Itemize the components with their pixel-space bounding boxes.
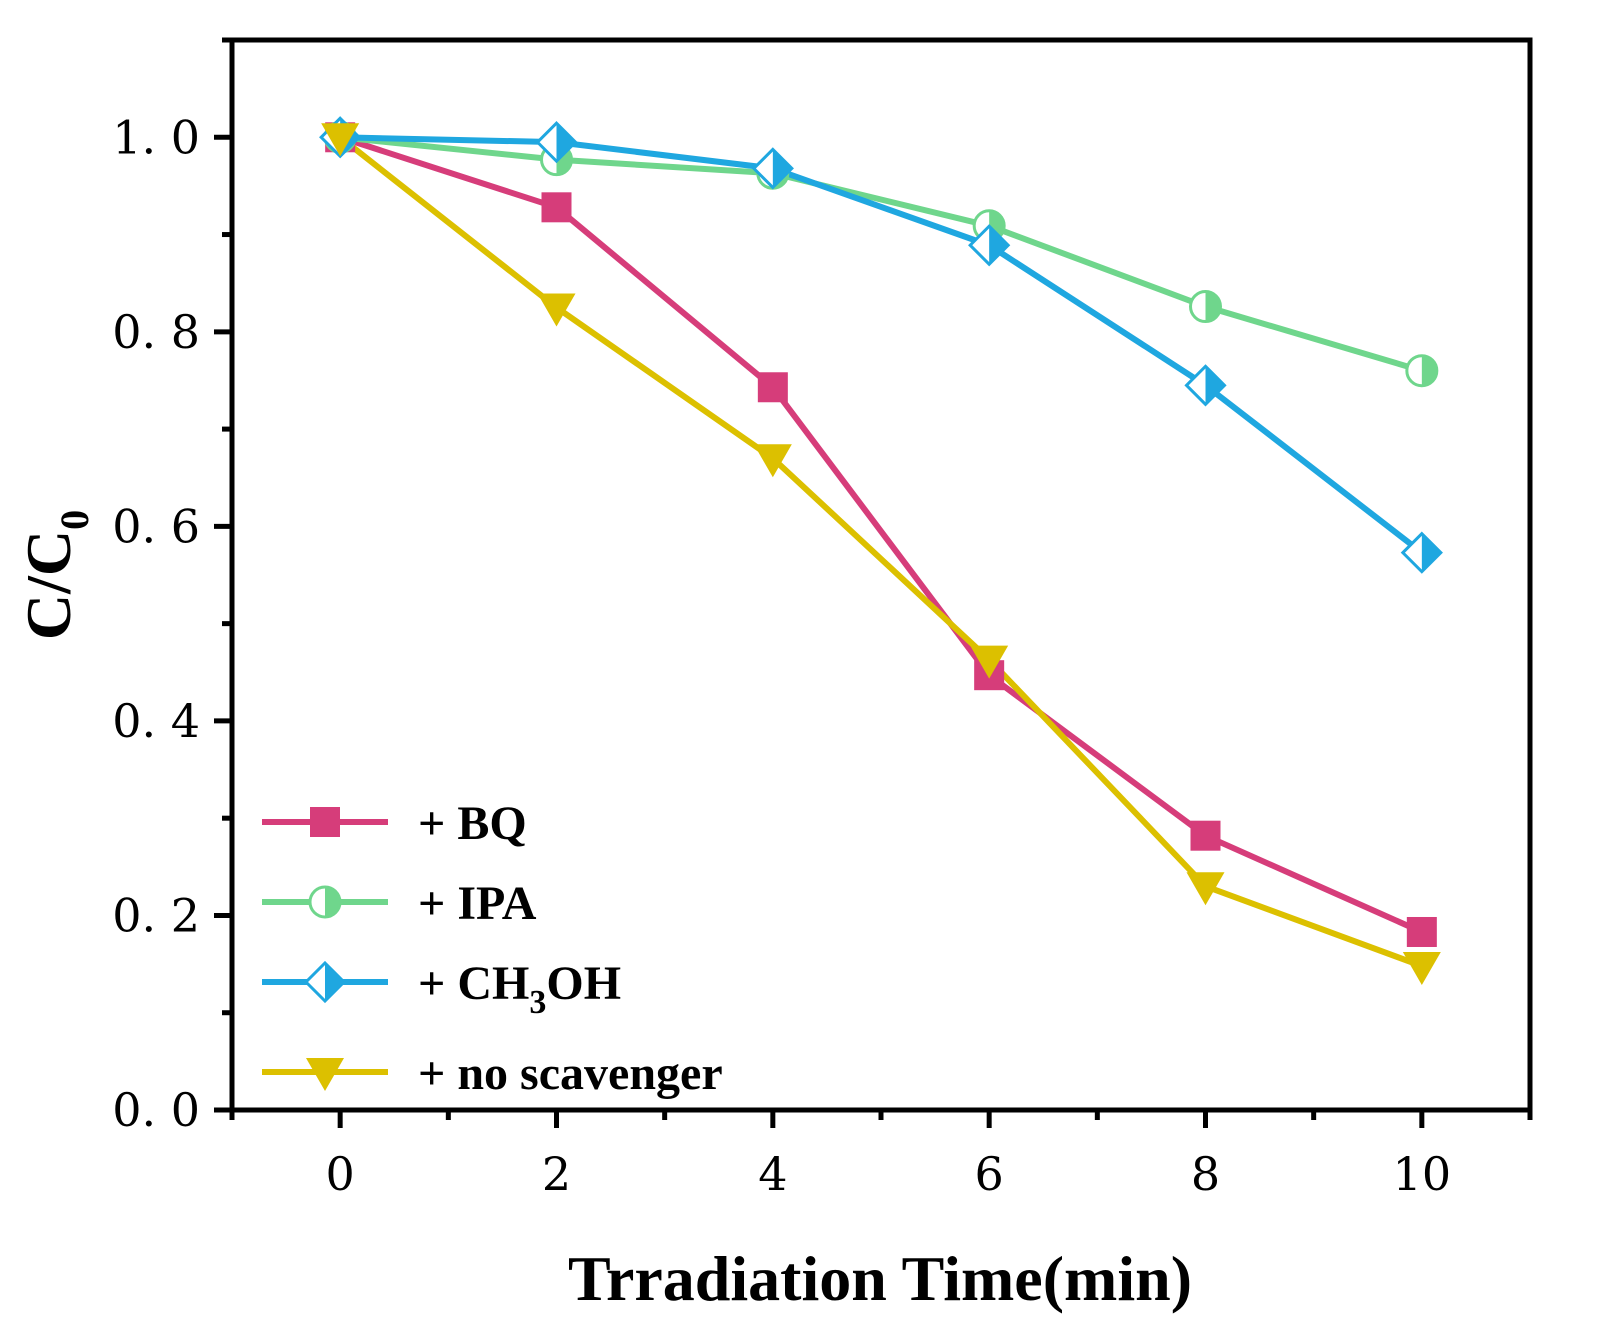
data-point-s3-0 [321, 123, 360, 157]
data-point-s2-5 [1400, 531, 1443, 574]
data-point-s3-3 [970, 645, 1009, 679]
y-axis-title: C/C0 [13, 510, 97, 640]
data-point-s1-5-fill [1421, 355, 1437, 386]
data-point-s0-4-shape [1190, 820, 1221, 851]
y-tick-label: 1. 0 [112, 110, 200, 164]
x-tick-label: 8 [1191, 1147, 1220, 1201]
data-point-s3-1-shape [537, 293, 576, 327]
legend-label-part: OH [546, 957, 621, 1010]
data-point-s2-3 [968, 224, 1011, 267]
legend-marker-1 [308, 885, 342, 919]
legend-marker-2 [303, 960, 347, 1004]
x-tick-label: 4 [758, 1147, 787, 1201]
x-tick-label: 10 [1393, 1147, 1452, 1201]
data-point-s2-2 [751, 147, 794, 190]
data-point-s2-2-fill [772, 149, 792, 188]
legend-label-part: + IPA [418, 877, 537, 930]
x-tick-label: 2 [542, 1147, 571, 1201]
data-point-s3-2 [753, 444, 792, 478]
data-point-s3-5-shape [1402, 952, 1441, 986]
x-axis-title: Trradiation Time(min) [568, 1243, 1192, 1314]
data-point-s2-1-fill [556, 123, 576, 162]
y-tick-label: 0. 2 [112, 888, 200, 942]
data-point-s3-4-shape [1186, 872, 1225, 906]
data-point-s1-5 [1405, 354, 1439, 388]
data-point-s1-4-fill [1205, 291, 1221, 322]
data-point-s3-4 [1186, 872, 1225, 906]
data-point-s1-4 [1189, 290, 1222, 324]
data-point-s0-2 [757, 372, 788, 403]
data-point-s0-2-shape [757, 372, 788, 403]
data-point-s3-0-shape [321, 123, 360, 157]
series-line-0 [339, 134, 1424, 935]
data-point-s3-3-shape [970, 645, 1009, 679]
legend-label-part: + no scavenger [418, 1047, 723, 1100]
series-line-2 [340, 134, 1424, 556]
x-tick-label: 0 [326, 1147, 355, 1201]
y-tick-label: 0. 4 [112, 694, 200, 748]
y-tick-label: 0. 0 [112, 1083, 200, 1137]
series-line-1 [339, 134, 1423, 374]
y-axis-title-sub: 0 [52, 510, 97, 530]
legend-label-1: + IPA [418, 877, 537, 930]
series-line-3 [338, 134, 1423, 969]
y-tick-label: 0. 6 [112, 499, 200, 553]
data-point-s2-3-fill [989, 226, 1009, 265]
data-point-s3-5 [1402, 952, 1441, 986]
data-point-s0-1-shape [541, 192, 572, 223]
legend-marker-0-shape [310, 807, 340, 837]
y-tick-label: 0. 8 [112, 305, 200, 359]
data-point-s0-4 [1190, 820, 1221, 851]
legend-label-part: + CH [418, 957, 529, 1010]
legend-marker-0 [310, 807, 340, 837]
data-point-s2-4 [1184, 364, 1227, 407]
data-point-s0-1 [541, 192, 572, 223]
legend-label-0: + BQ [418, 797, 527, 850]
legend-label-part: 3 [529, 984, 546, 1021]
legend-label-3: + no scavenger [418, 1047, 723, 1100]
data-point-s3-1 [537, 293, 576, 327]
legend-marker-3-shape [306, 1058, 344, 1091]
legend-label-2: + CH3OH [418, 957, 621, 1021]
data-point-s2-5-fill [1421, 533, 1441, 572]
legend-marker-3 [306, 1058, 344, 1091]
x-tick-label: 6 [975, 1147, 1004, 1201]
legend-label-part: + BQ [418, 797, 527, 850]
legend-marker-2-fill [325, 963, 344, 1001]
data-point-s2-4-fill [1205, 366, 1225, 405]
data-point-s0-5-shape [1406, 916, 1437, 947]
data-point-s3-2-shape [753, 444, 792, 478]
data-point-s0-5 [1406, 916, 1437, 947]
legend-marker-1-fill [325, 887, 340, 917]
data-point-s2-1 [535, 121, 578, 164]
y-axis-title-main: C/C [13, 530, 84, 640]
